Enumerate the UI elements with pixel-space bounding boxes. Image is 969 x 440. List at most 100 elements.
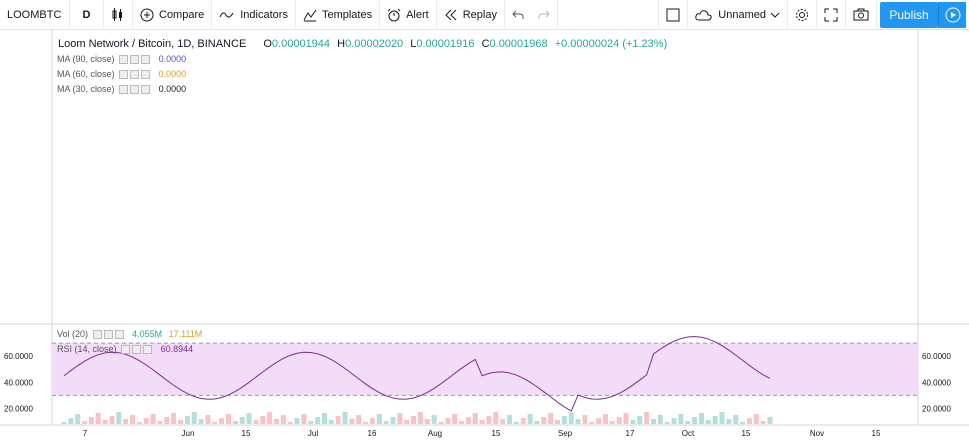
publish-label: Publish: [889, 8, 929, 22]
ma90-settings-icon[interactable]: [130, 55, 140, 65]
legend-high: H0.00002020: [337, 38, 403, 50]
volume-bar: [260, 416, 266, 424]
undo-button[interactable]: [505, 0, 531, 30]
snapshot-button[interactable]: [846, 0, 877, 30]
volume-bar: [219, 418, 225, 424]
alert-button[interactable]: Alert: [380, 0, 437, 30]
rsi-legend: RSI (14, close) 60.8944: [57, 344, 193, 355]
rsi-axis-label-left: 20.0000: [4, 404, 33, 413]
rsi-axis-label-left: 40.0000: [4, 378, 33, 387]
fullscreen-icon: [824, 8, 838, 21]
rsi-axis-label-right: 40.0000: [922, 378, 951, 387]
volume-bar: [746, 418, 752, 424]
time-axis-label: Oct: [682, 429, 695, 438]
legend-change: +0.00000024 (+1.23%): [554, 38, 668, 50]
volume-bar: [692, 417, 698, 424]
interval-selector[interactable]: D: [70, 0, 104, 30]
volume-bar: [383, 421, 389, 424]
rsi-axis-label-right: 60.0000: [922, 352, 951, 361]
volume-bar: [760, 421, 766, 424]
volume-bar: [623, 413, 629, 424]
legend-open-value: 0.00001944: [271, 38, 331, 50]
volume-bar: [267, 412, 273, 424]
rsi-band: [52, 343, 918, 396]
volume-bar: [767, 417, 773, 424]
volume-bar: [452, 414, 458, 424]
volume-bar: [191, 412, 197, 424]
compare-label: Compare: [159, 8, 205, 21]
volume-close-icon[interactable]: [114, 330, 124, 340]
select-all-checkbox[interactable]: [658, 0, 689, 30]
ma30-legend: MA (30, close) 0.0000: [57, 84, 186, 95]
volume-bar: [88, 417, 94, 424]
volume-bar: [431, 415, 437, 424]
volume-bar: [390, 417, 396, 424]
ma60-label: MA (60, close): [57, 69, 115, 79]
symbol-search[interactable]: LOOMBTC: [0, 0, 70, 30]
volume-bar: [226, 414, 232, 424]
volume-bar: [637, 416, 643, 424]
volume-bar: [356, 415, 362, 424]
volume-bar: [465, 417, 471, 424]
time-axis-label: 15: [742, 429, 751, 438]
volume-bar: [321, 413, 327, 424]
volume-settings-icon[interactable]: [103, 330, 113, 340]
price-chart[interactable]: 0.000080000.000080000.000070000.00007000…: [0, 30, 969, 440]
ma90-close-icon[interactable]: [141, 55, 151, 65]
settings-button[interactable]: [788, 0, 817, 30]
ma30-close-icon[interactable]: [141, 85, 151, 95]
rsi-line: [63, 336, 771, 412]
indicators-icon: [219, 11, 234, 18]
volume-bar: [273, 419, 279, 424]
volume-visibility-icon[interactable]: [92, 330, 102, 340]
fullscreen-button[interactable]: [817, 0, 846, 30]
layout-menu[interactable]: Unnamed: [688, 0, 788, 30]
time-axis-label: Sep: [558, 429, 573, 438]
volume-bar: [507, 415, 513, 424]
volume-bar: [143, 418, 149, 424]
ma60-legend: MA (60, close) 0.0000: [57, 69, 187, 80]
publish-button[interactable]: Publish: [880, 2, 938, 28]
templates-button[interactable]: Templates: [296, 0, 381, 30]
replay-button[interactable]: Replay: [437, 0, 505, 30]
volume-bar: [116, 412, 122, 424]
chart-area[interactable]: 0.000080000.000080000.000070000.00007000…: [0, 30, 969, 440]
volume-bar: [726, 419, 732, 424]
volume-ma-value: 17.111M: [168, 329, 203, 339]
compare-button[interactable]: Compare: [133, 0, 213, 30]
rsi-settings-icon[interactable]: [132, 345, 142, 355]
volume-bar: [753, 414, 759, 424]
time-axis-label: Aug: [428, 429, 442, 438]
volume-bar: [493, 412, 499, 424]
ma30-visibility-icon[interactable]: [119, 85, 129, 95]
volume-bar: [602, 414, 608, 424]
rsi-visibility-icon[interactable]: [121, 345, 131, 355]
chart-style-button[interactable]: [104, 0, 133, 30]
indicators-button[interactable]: Indicators: [212, 0, 296, 30]
volume-bar: [596, 418, 602, 424]
ma60-close-icon[interactable]: [141, 70, 151, 80]
volume-bar: [369, 418, 375, 424]
volume-bar: [411, 416, 417, 424]
ma60-settings-icon[interactable]: [130, 70, 140, 80]
legend-open: O0.00001944: [263, 38, 330, 50]
main-legend: Loom Network / Bitcoin, 1D, BINANCE O0.0…: [58, 38, 667, 50]
legend-close-label: C: [481, 38, 490, 50]
volume-bar: [513, 422, 519, 424]
volume-bar: [705, 420, 711, 424]
ma60-value: 0.0000: [158, 69, 187, 79]
ma30-settings-icon[interactable]: [130, 85, 140, 95]
redo-button[interactable]: [531, 0, 558, 30]
volume-bar: [575, 419, 581, 424]
volume-bar: [239, 417, 245, 424]
volume-bar: [82, 421, 88, 424]
ma90-label: MA (90, close): [57, 54, 115, 64]
ma60-visibility-icon[interactable]: [119, 70, 129, 80]
ma90-visibility-icon[interactable]: [119, 55, 129, 65]
volume-bar: [130, 415, 136, 424]
rsi-close-icon[interactable]: [143, 345, 153, 355]
volume-bar: [308, 421, 314, 424]
volume-bar: [650, 419, 656, 424]
publish-options-button[interactable]: [938, 2, 966, 28]
time-axis-label: 7: [83, 429, 88, 438]
